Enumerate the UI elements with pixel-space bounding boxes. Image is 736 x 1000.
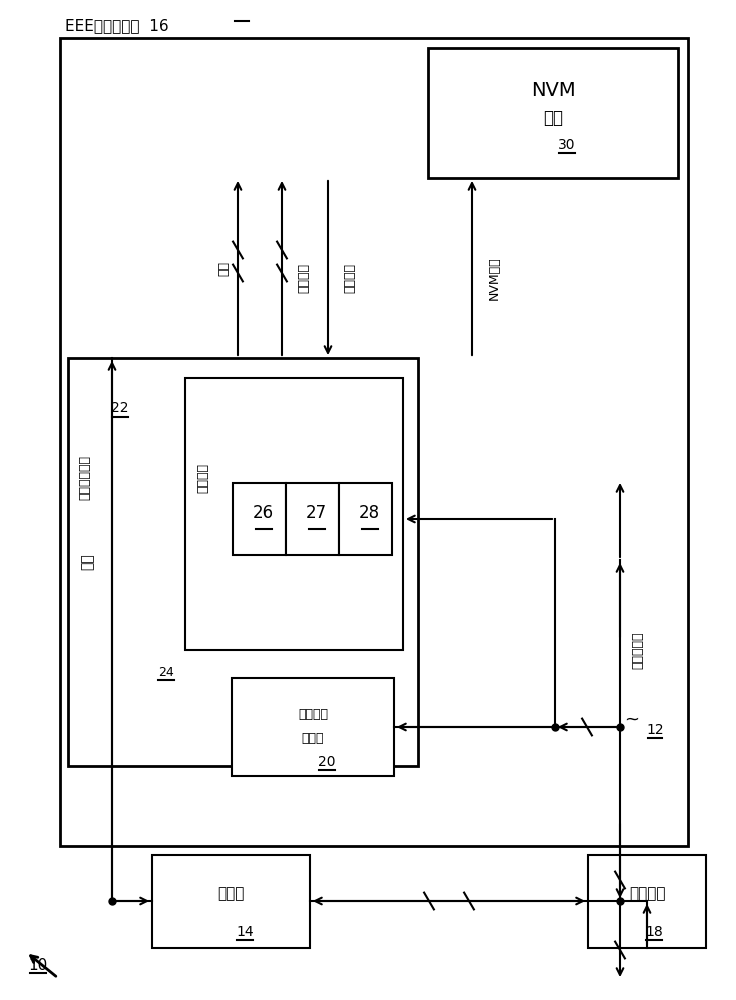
Text: 扇区管理: 扇区管理 [197, 463, 210, 493]
Bar [286, 483, 339, 555]
Text: NVM: NVM [531, 81, 576, 100]
Text: ~: ~ [625, 711, 640, 729]
Bar [588, 855, 706, 948]
Text: EEE存储器系统  16: EEE存储器系统 16 [65, 18, 169, 33]
Text: 存储器: 存储器 [302, 732, 325, 746]
Bar [152, 855, 310, 948]
Bar [233, 483, 286, 555]
Text: 系统互连件: 系统互连件 [631, 631, 645, 669]
Bar [428, 48, 678, 178]
Text: 28: 28 [359, 504, 380, 522]
Text: NVM控制: NVM控制 [487, 256, 500, 300]
Text: 阵列: 阵列 [543, 109, 563, 127]
Text: 14: 14 [236, 925, 254, 939]
Text: 30: 30 [558, 138, 576, 152]
Text: 24: 24 [158, 666, 174, 678]
Bar [185, 378, 403, 650]
Text: 地址: 地址 [218, 260, 230, 275]
Bar [68, 358, 418, 766]
Text: 22: 22 [111, 401, 129, 415]
Bar [339, 483, 392, 555]
Text: 写入数据: 写入数据 [297, 263, 311, 293]
Text: 随机存取: 随机存取 [298, 708, 328, 722]
Text: 复位: 复位 [80, 554, 94, 570]
Text: 10: 10 [29, 958, 48, 972]
Text: 读取数据: 读取数据 [344, 263, 356, 293]
Bar [232, 678, 394, 776]
Text: 12: 12 [646, 723, 664, 737]
Text: 处理器: 处理器 [217, 886, 244, 901]
Text: 26: 26 [253, 504, 274, 522]
Text: 其它模块: 其它模块 [629, 886, 665, 901]
Text: 20: 20 [318, 755, 336, 769]
Text: 存储器控制器: 存储器控制器 [79, 456, 91, 500]
Bar [60, 38, 688, 846]
Text: 18: 18 [645, 925, 663, 939]
Text: 27: 27 [306, 504, 327, 522]
